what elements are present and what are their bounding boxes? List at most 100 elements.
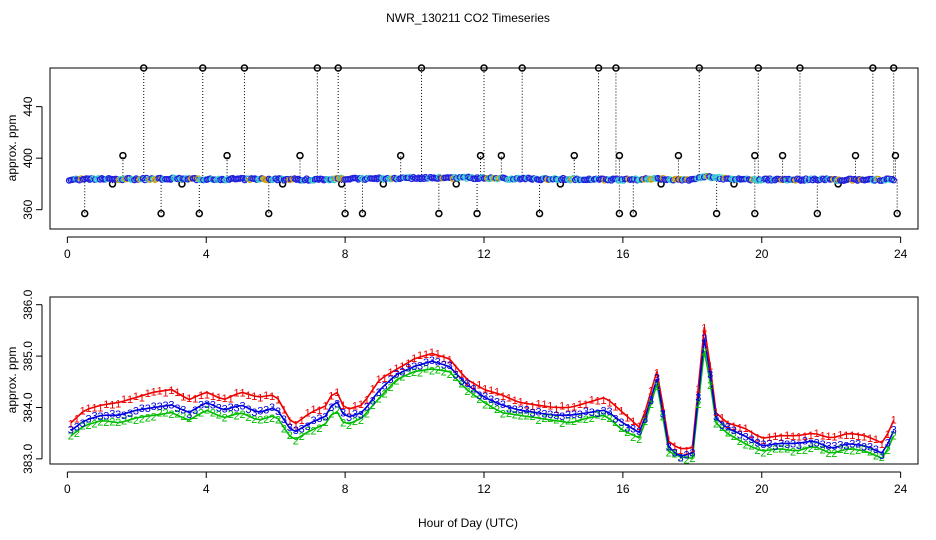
series-point-3: 3 (417, 360, 423, 372)
series-point-3: 3 (74, 422, 80, 434)
series-point-3: 3 (660, 408, 666, 420)
series-point-3: 3 (275, 406, 281, 418)
series-point-2: 2 (778, 443, 784, 455)
series-point-3: 3 (494, 396, 500, 408)
series-point-3: 3 (778, 438, 784, 450)
series-point-3: 3 (364, 402, 370, 414)
series-point-2: 2 (571, 416, 577, 428)
outlier-low-point (473, 209, 481, 218)
series-point-1: 1 (192, 393, 198, 405)
series-point-1: 1 (358, 399, 364, 411)
series-point-2: 2 (814, 441, 820, 453)
series-point-2: 2 (559, 418, 565, 430)
series-point-1: 1 (328, 390, 334, 402)
outlier-high-point (796, 64, 804, 72)
series-line-3 (70, 338, 895, 457)
outlier-high-point (891, 151, 900, 160)
outlier-high-point (476, 151, 485, 160)
series-point-3: 3 (843, 441, 849, 453)
series-point-1: 1 (174, 387, 180, 399)
series-point-3: 3 (695, 392, 701, 404)
outlier-high-point (594, 64, 603, 72)
series-point-2: 2 (210, 407, 216, 419)
series-point-1: 1 (464, 376, 470, 388)
outlier-high-point (754, 64, 763, 72)
series-point-1: 1 (476, 380, 482, 392)
series-point-2: 2 (488, 400, 494, 412)
series-point-2: 2 (222, 413, 228, 425)
series-line-1 (70, 326, 895, 450)
outlier-high-point (119, 151, 127, 160)
outlier-low-point (341, 209, 349, 218)
x-tick-label: 16 (616, 247, 630, 261)
series-point-1: 1 (86, 403, 92, 415)
outlier-low-point (264, 209, 273, 218)
series-point-3: 3 (80, 418, 86, 430)
series-point-1: 1 (559, 401, 565, 413)
series-point-3: 3 (376, 387, 382, 399)
series-point-3: 3 (749, 434, 755, 446)
series-point-3: 3 (571, 409, 577, 421)
series-point-3: 3 (121, 410, 127, 422)
series-point-2: 2 (281, 424, 287, 436)
series-point-3: 3 (873, 444, 879, 456)
outlier-low-point (358, 209, 367, 218)
series-point-2: 2 (251, 414, 257, 426)
series-point-3: 3 (725, 421, 731, 433)
series-point-3: 3 (127, 408, 133, 420)
series-point-3: 3 (488, 394, 494, 406)
series-point-2: 2 (541, 413, 547, 425)
series-point-1: 1 (299, 415, 305, 427)
series-point-2: 2 (453, 372, 459, 384)
series-point-2: 2 (168, 409, 174, 421)
series-point-2: 2 (772, 444, 778, 456)
outlier-low-point (893, 209, 901, 218)
y-tick-label: 384.0 (21, 392, 35, 422)
series-point-1: 1 (216, 392, 222, 404)
x-tick-label: 24 (894, 247, 908, 261)
series-point-2: 2 (74, 428, 80, 440)
series-point-3: 3 (737, 430, 743, 442)
series-point-1: 1 (393, 363, 399, 375)
series-point-1: 1 (305, 408, 311, 420)
outlier-high-point (674, 151, 683, 160)
series-point-3: 3 (281, 414, 287, 426)
series-line-2 (70, 350, 895, 460)
series-point-3: 3 (174, 403, 180, 415)
series-point-2: 2 (749, 440, 755, 452)
series-point-1: 1 (796, 432, 802, 444)
series-point-2: 2 (725, 427, 731, 439)
series-point-3: 3 (672, 448, 678, 460)
series-point-2: 2 (417, 368, 423, 380)
series-point-3: 3 (293, 425, 299, 437)
series-point-1: 1 (731, 421, 737, 433)
series-point-3: 3 (429, 355, 435, 367)
outlier-high-point (497, 151, 506, 160)
series-point-2: 2 (754, 445, 760, 457)
series-point-2: 2 (512, 410, 518, 422)
chart-title: NWR_130211 CO2 Timeseries (386, 11, 550, 25)
series-point-1: 1 (725, 419, 731, 431)
series-point-3: 3 (352, 408, 358, 420)
series-point-1: 1 (494, 387, 500, 399)
series-point-3: 3 (636, 426, 642, 438)
series-point-2: 2 (855, 445, 861, 457)
series-point-1: 1 (411, 353, 417, 365)
series-point-3: 3 (885, 438, 891, 450)
series-point-2: 2 (476, 394, 482, 406)
series-point-3: 3 (814, 438, 820, 450)
series-point-1: 1 (198, 390, 204, 402)
series-point-1: 1 (417, 350, 423, 362)
series-point-3: 3 (157, 401, 163, 413)
series-point-2: 2 (198, 407, 204, 419)
series-point-1: 1 (74, 414, 80, 426)
series-point-3: 3 (180, 405, 186, 417)
series-point-2: 2 (382, 388, 388, 400)
series-point-3: 3 (115, 409, 121, 421)
series-point-2: 2 (630, 432, 636, 444)
series-point-2: 2 (879, 452, 885, 464)
series-point-3: 3 (831, 441, 837, 453)
series-point-1: 1 (743, 423, 749, 435)
series-point-1: 1 (103, 399, 109, 411)
series-point-1: 1 (695, 383, 701, 395)
